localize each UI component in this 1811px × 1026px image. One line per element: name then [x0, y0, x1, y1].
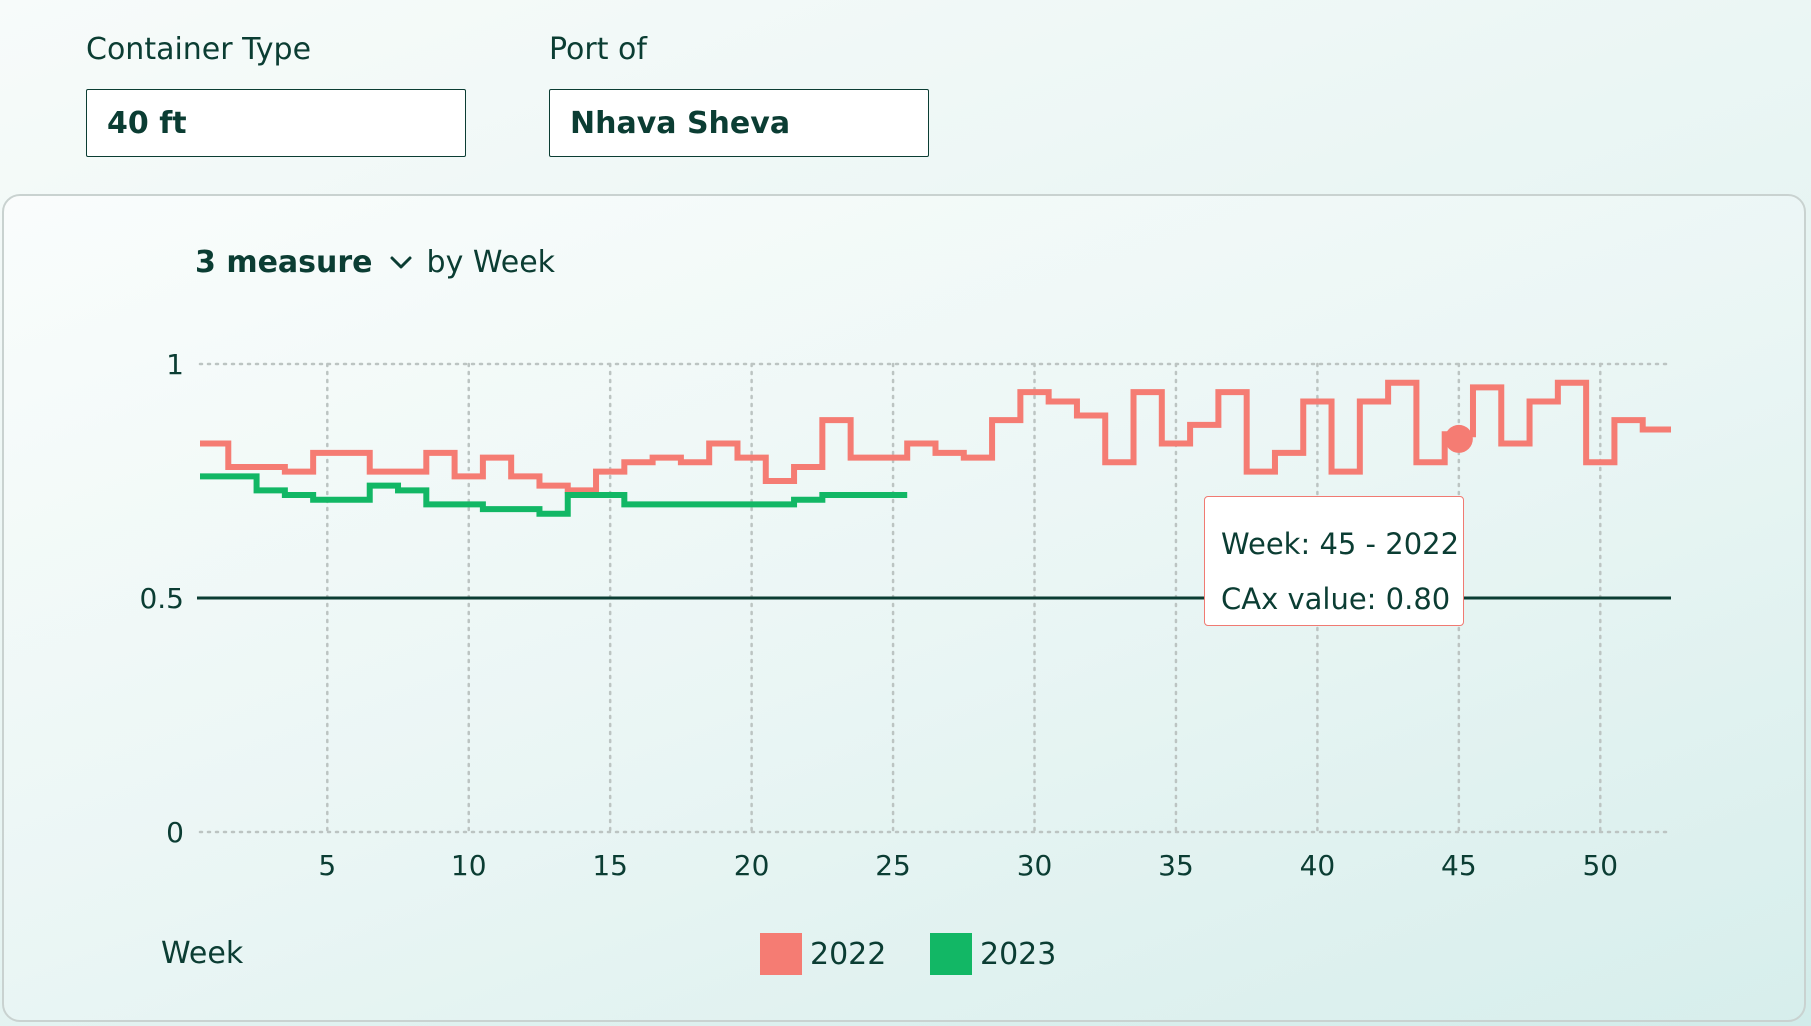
x-tick-label: 50	[1582, 849, 1618, 882]
x-tick-label: 30	[1017, 849, 1053, 882]
y-tick-label: 1	[166, 348, 184, 381]
measure-by-label: by Week	[426, 245, 556, 280]
container-type-label: Container Type	[86, 32, 312, 67]
x-tick-label: 45	[1441, 849, 1477, 882]
measure-dropdown-label: 3 measure	[195, 245, 373, 280]
container-type-select[interactable]: 40 ft	[86, 89, 466, 157]
legend-item-2022[interactable]: 2022	[760, 933, 886, 975]
legend-label-2023: 2023	[980, 936, 1057, 972]
x-tick-label: 5	[318, 849, 336, 882]
x-tick-label: 15	[592, 849, 628, 882]
x-tick-label: 25	[875, 849, 911, 882]
chart-tooltip: Week: 45 - 2022 CAx value: 0.80	[1204, 496, 1464, 626]
series-line-2023	[200, 473, 908, 517]
legend-swatch-2022	[760, 933, 802, 975]
measure-selector[interactable]: 3 measure by Week	[195, 245, 555, 280]
port-label: Port of	[549, 32, 647, 67]
tooltip-week: Week: 45 - 2022	[1221, 527, 1460, 561]
legend-label-2022: 2022	[810, 936, 887, 972]
port-select[interactable]: Nhava Sheva	[549, 89, 929, 157]
legend-item-2023[interactable]: 2023	[930, 933, 1056, 975]
x-tick-label: 10	[451, 849, 487, 882]
y-tick-label: 0	[166, 816, 184, 849]
chevron-down-icon	[389, 255, 413, 271]
highlight-point	[1444, 424, 1473, 453]
chart-panel	[2, 194, 1806, 1022]
y-tick-label: 0.5	[139, 582, 184, 615]
tooltip-value: CAx value: 0.80	[1221, 582, 1451, 616]
x-tick-label: 35	[1158, 849, 1194, 882]
legend-swatch-2023	[930, 933, 972, 975]
x-tick-label: 20	[734, 849, 770, 882]
x-tick-label: 40	[1300, 849, 1336, 882]
series-line-2022	[200, 379, 1671, 494]
x-axis-title: Week	[161, 936, 244, 971]
